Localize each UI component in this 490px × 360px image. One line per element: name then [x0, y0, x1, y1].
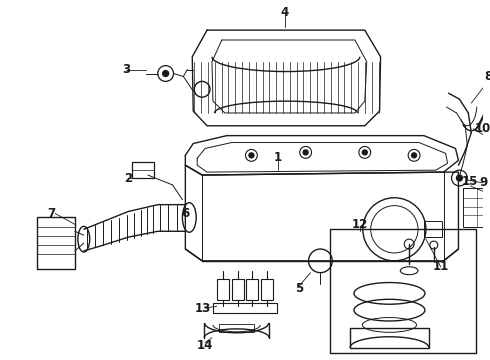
Text: 12: 12: [352, 218, 368, 231]
Bar: [213, 303, 277, 313]
Text: 14: 14: [197, 339, 213, 352]
Text: 11: 11: [433, 260, 449, 273]
Bar: [464, 188, 490, 227]
Text: 10: 10: [475, 122, 490, 135]
Bar: [261, 279, 273, 300]
Bar: [219, 324, 254, 332]
Text: 8: 8: [484, 70, 490, 83]
Bar: [232, 279, 244, 300]
Bar: [217, 279, 229, 300]
Text: 7: 7: [47, 207, 55, 220]
Text: 3: 3: [122, 63, 130, 76]
Circle shape: [457, 175, 463, 181]
Text: 6: 6: [181, 207, 190, 220]
Text: 1: 1: [274, 151, 282, 164]
Circle shape: [163, 71, 169, 76]
Bar: [37, 217, 75, 269]
Circle shape: [362, 150, 367, 155]
Circle shape: [303, 150, 308, 155]
Bar: [246, 279, 258, 300]
Text: 2: 2: [124, 171, 132, 185]
Text: 15: 15: [462, 175, 478, 189]
Text: 9: 9: [479, 176, 487, 189]
Bar: [424, 221, 441, 237]
Bar: [330, 229, 476, 352]
Bar: [350, 328, 429, 348]
Text: 5: 5: [294, 282, 303, 295]
Text: 13: 13: [195, 302, 211, 315]
Circle shape: [412, 153, 416, 158]
Text: 4: 4: [281, 6, 289, 19]
Circle shape: [249, 153, 254, 158]
Bar: [132, 162, 154, 178]
